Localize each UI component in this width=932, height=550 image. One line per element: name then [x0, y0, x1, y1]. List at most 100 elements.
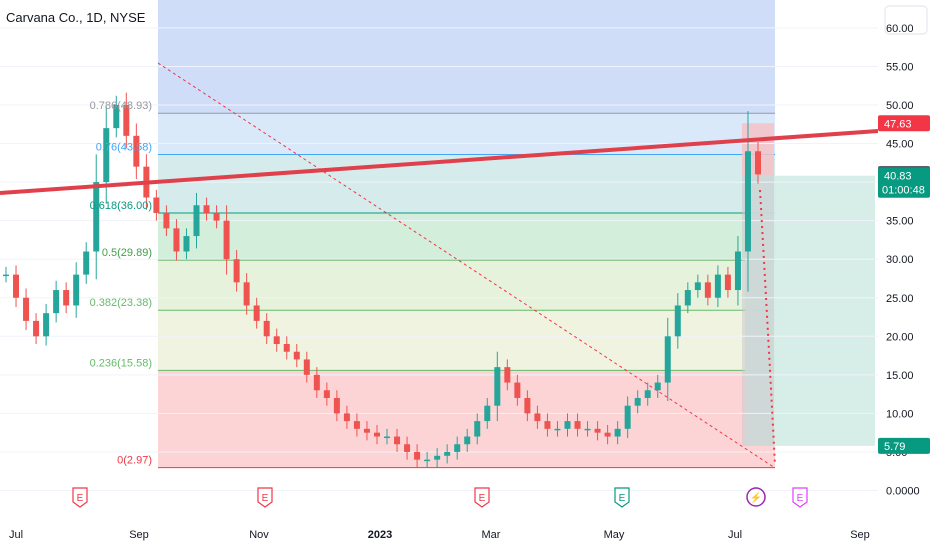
candle-body [584, 428, 591, 431]
y-tick-label: 20.00 [886, 331, 914, 343]
candle-body [83, 251, 90, 275]
candle-body [604, 432, 611, 437]
projection-path [759, 189, 776, 466]
candle-body [404, 444, 411, 452]
candle-body [43, 313, 50, 337]
candle-body [614, 428, 621, 437]
fib-zone [158, 154, 775, 213]
fib-level-label: 0.786(48.93) [90, 100, 152, 112]
candle-body [634, 397, 641, 406]
price-label-box [878, 437, 930, 454]
candle-body [624, 405, 631, 429]
candle-body [253, 305, 260, 321]
y-tick-label: 60.00 [886, 23, 914, 35]
candle-body [103, 128, 110, 183]
y-tick-label: 0.0000 [886, 486, 920, 498]
y-tick-label: 10.00 [886, 408, 914, 420]
earnings-marker-icon: E [614, 487, 630, 508]
candle-body [293, 351, 300, 360]
fib-zone [158, 113, 775, 155]
candle-body [684, 290, 691, 306]
fib-level-label: 0.76(43.58) [96, 141, 152, 153]
candle-body [303, 359, 310, 375]
candle-body [123, 105, 130, 136]
candle-body [474, 421, 481, 437]
x-tick-label: Mar [482, 529, 501, 541]
candle-body [414, 451, 421, 460]
fib-zone [158, 310, 775, 371]
candle-body [724, 274, 731, 291]
price-label: 5.79 [884, 441, 905, 453]
candle-body [173, 228, 180, 252]
svg-text:E: E [77, 493, 84, 504]
price-label: 47.63 [884, 118, 912, 130]
earnings-marker-icon: E [792, 487, 808, 508]
y-tick-label: 35.00 [886, 216, 914, 228]
candle-body [323, 390, 330, 398]
candle-body [554, 428, 561, 431]
earnings-marker-icon: E [257, 487, 273, 508]
candle-body [33, 320, 40, 337]
fib-zone-top [158, 0, 775, 114]
candle-body [755, 151, 761, 175]
y-tick-label: 55.00 [886, 61, 914, 73]
x-tick-label: Sep [850, 529, 870, 541]
candle-body [133, 135, 140, 167]
candle-body [243, 282, 250, 306]
candle-body [484, 405, 491, 422]
x-tick-label: Jul [9, 529, 23, 541]
svg-text:E: E [479, 493, 486, 504]
candle-body [524, 397, 531, 414]
candle-body [233, 259, 240, 283]
price-label-box [878, 167, 930, 198]
chart-title: Carvana Co., 1D, NYSE [6, 10, 146, 25]
earnings-marker-icon: E [474, 487, 490, 508]
candle-body [454, 444, 461, 452]
candle-body [464, 436, 471, 445]
candle-body [313, 374, 320, 391]
svg-text:E: E [797, 493, 804, 504]
candle-body [514, 382, 521, 398]
dividend-marker-icon: ⚡ [746, 487, 766, 507]
x-tick-label: Jul [728, 529, 742, 541]
candle-body [213, 212, 220, 221]
candle-body [263, 320, 270, 337]
fib-level-label: 0.5(29.89) [102, 247, 152, 259]
candle-body [744, 151, 751, 252]
candle-body [13, 274, 20, 298]
candle-body [434, 455, 441, 460]
y-tick-label: 25.00 [886, 293, 914, 305]
candle-body [373, 432, 380, 437]
candle-body [3, 274, 9, 277]
candle-body [574, 421, 581, 429]
y-tick-label: 30.00 [886, 254, 914, 266]
candle-body [93, 182, 100, 252]
candle-body [594, 428, 601, 433]
candle-body [664, 336, 671, 383]
candle-body [644, 390, 651, 398]
candle-body [424, 459, 431, 462]
y-tick-label: 15.00 [886, 370, 914, 382]
candle-body [494, 367, 501, 406]
candle-body [193, 205, 200, 237]
svg-text:E: E [619, 493, 626, 504]
fib-level-label: 0(2.97) [117, 455, 152, 467]
settings-button [884, 5, 928, 35]
svg-text:E: E [262, 493, 269, 504]
candle-body [63, 290, 70, 306]
candle-body [444, 451, 451, 456]
candle-body [53, 290, 60, 314]
candle-body [353, 421, 360, 429]
candle-body [714, 274, 721, 298]
candle-body [674, 305, 681, 337]
candle-body [544, 421, 551, 429]
x-tick-label: Sep [129, 529, 149, 541]
resistance-trendline [0, 129, 879, 195]
candle-body [564, 421, 571, 429]
fib-zone [158, 212, 775, 261]
fib-zone-bottom [158, 370, 775, 468]
candle-body [153, 197, 160, 213]
candle-body [694, 282, 701, 291]
candle-body [283, 344, 290, 352]
